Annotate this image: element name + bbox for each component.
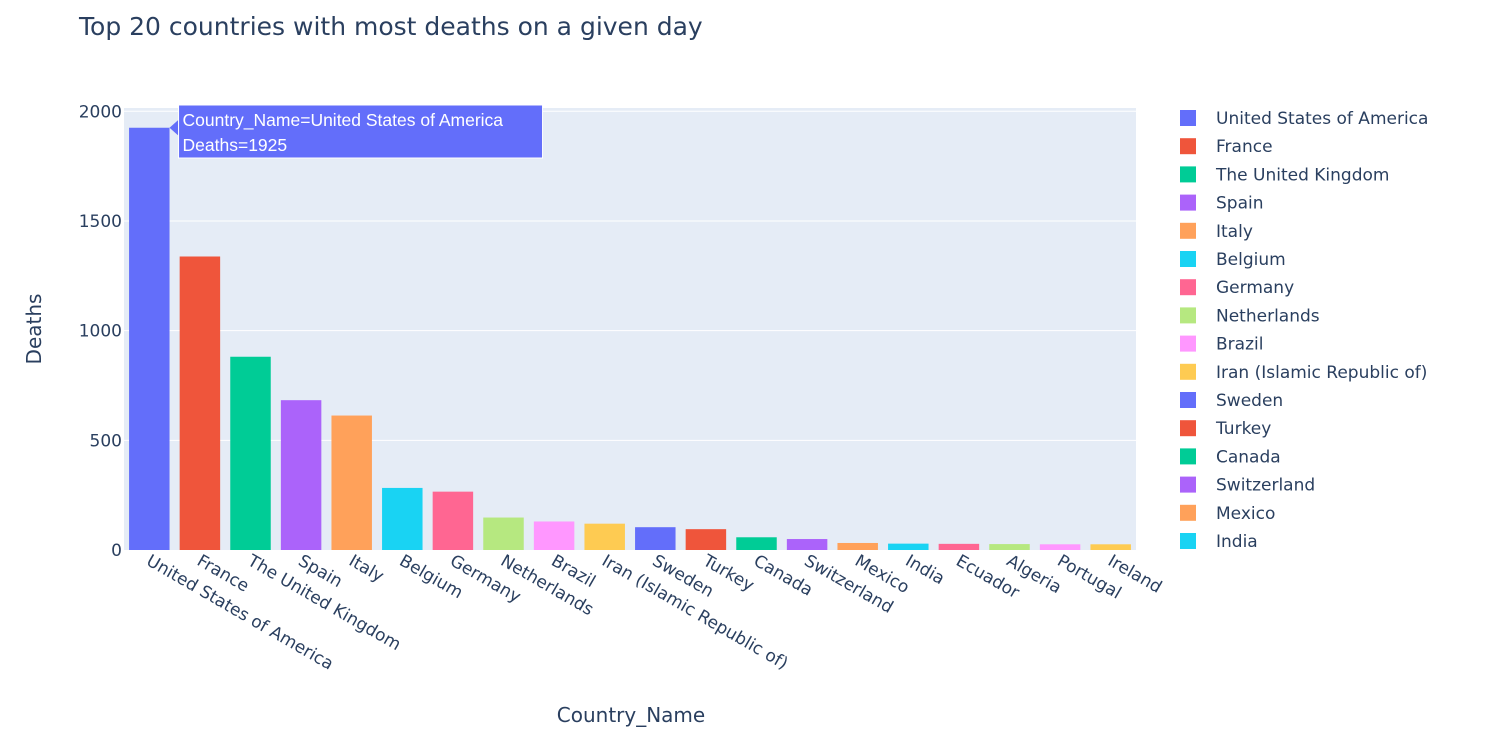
legend-item-label[interactable]: Netherlands: [1216, 306, 1320, 326]
tooltip-line-country: Country_Name=United States of America: [183, 110, 504, 131]
bar[interactable]: [483, 517, 524, 550]
legend-item-label[interactable]: Canada: [1216, 447, 1281, 467]
legend-item-label[interactable]: Germany: [1216, 278, 1294, 298]
bar[interactable]: [989, 544, 1030, 550]
bar[interactable]: [786, 539, 828, 550]
bar[interactable]: [230, 356, 271, 550]
bar[interactable]: [635, 527, 676, 550]
y-tick-label: 500: [90, 431, 122, 451]
legend-item-label[interactable]: Iran (Islamic Republic of): [1216, 363, 1427, 383]
legend-swatch[interactable]: [1180, 279, 1196, 296]
legend-swatch[interactable]: [1180, 533, 1196, 549]
chart-title: Top 20 countries with most deaths on a g…: [78, 12, 703, 41]
tooltip-box: [178, 104, 544, 159]
bar[interactable]: [685, 529, 727, 550]
legend-item-label[interactable]: Switzerland: [1216, 476, 1315, 496]
legend-swatch[interactable]: [1180, 110, 1196, 126]
legend-swatch[interactable]: [1180, 392, 1196, 408]
hover-tooltip: Country_Name=United States of America Dea…: [169, 104, 544, 159]
legend-swatch[interactable]: [1180, 420, 1196, 437]
bar[interactable]: [1090, 544, 1131, 550]
bar[interactable]: [938, 543, 980, 550]
legend-item-label[interactable]: Spain: [1216, 194, 1264, 214]
y-tick-label: 0: [111, 541, 122, 561]
bar[interactable]: [888, 543, 929, 550]
y-tick-label: 1500: [79, 212, 122, 232]
legend-item-label[interactable]: India: [1216, 532, 1258, 552]
legend-swatch[interactable]: [1180, 335, 1196, 352]
legend-item-label[interactable]: Belgium: [1216, 250, 1286, 270]
legend-swatch[interactable]: [1180, 138, 1196, 155]
tooltip-line-deaths: Deaths=1925: [183, 135, 288, 155]
legend-item-label[interactable]: Mexico: [1216, 504, 1275, 524]
bar[interactable]: [280, 400, 322, 550]
bar[interactable]: [1039, 544, 1081, 550]
y-axis-ticks: 0 500 1000 1500 2000: [79, 102, 122, 561]
bar[interactable]: [432, 491, 474, 550]
legend-swatch[interactable]: [1180, 307, 1196, 324]
legend-swatch[interactable]: [1180, 448, 1196, 465]
legend-item-label[interactable]: Sweden: [1216, 391, 1283, 411]
bars: [129, 127, 1131, 550]
legend-swatch[interactable]: [1180, 194, 1196, 211]
bar[interactable]: [533, 521, 575, 550]
y-tick-label: 1000: [79, 322, 122, 342]
y-axis-title: Deaths: [22, 294, 46, 365]
bar[interactable]: [129, 127, 170, 550]
legend-swatch[interactable]: [1180, 363, 1196, 380]
legend-item-label[interactable]: The United Kingdom: [1215, 165, 1389, 185]
legend-item-label[interactable]: France: [1216, 137, 1273, 157]
tooltip-pointer: [169, 119, 179, 136]
bar[interactable]: [736, 537, 777, 550]
legend-swatch[interactable]: [1180, 504, 1196, 521]
legend-swatch[interactable]: [1180, 166, 1196, 183]
bar[interactable]: [584, 523, 625, 550]
legend: United States of America France The United…: [1180, 109, 1428, 552]
y-tick-label: 2000: [79, 102, 122, 122]
bar[interactable]: [179, 256, 221, 550]
bar[interactable]: [382, 487, 423, 550]
legend-item-label[interactable]: Italy: [1216, 222, 1253, 242]
bar[interactable]: [837, 542, 878, 550]
x-tick-label: Italy: [345, 551, 387, 587]
plot-area: [124, 108, 1136, 550]
legend-swatch[interactable]: [1180, 222, 1196, 239]
legend-item-label[interactable]: Brazil: [1216, 335, 1263, 355]
legend-swatch[interactable]: [1180, 476, 1196, 493]
legend-swatch[interactable]: [1180, 251, 1196, 267]
x-axis-title: Country_Name: [557, 703, 705, 727]
legend-item-label[interactable]: United States of America: [1216, 109, 1428, 129]
bar[interactable]: [331, 415, 372, 550]
legend-item-label[interactable]: Turkey: [1215, 419, 1271, 439]
